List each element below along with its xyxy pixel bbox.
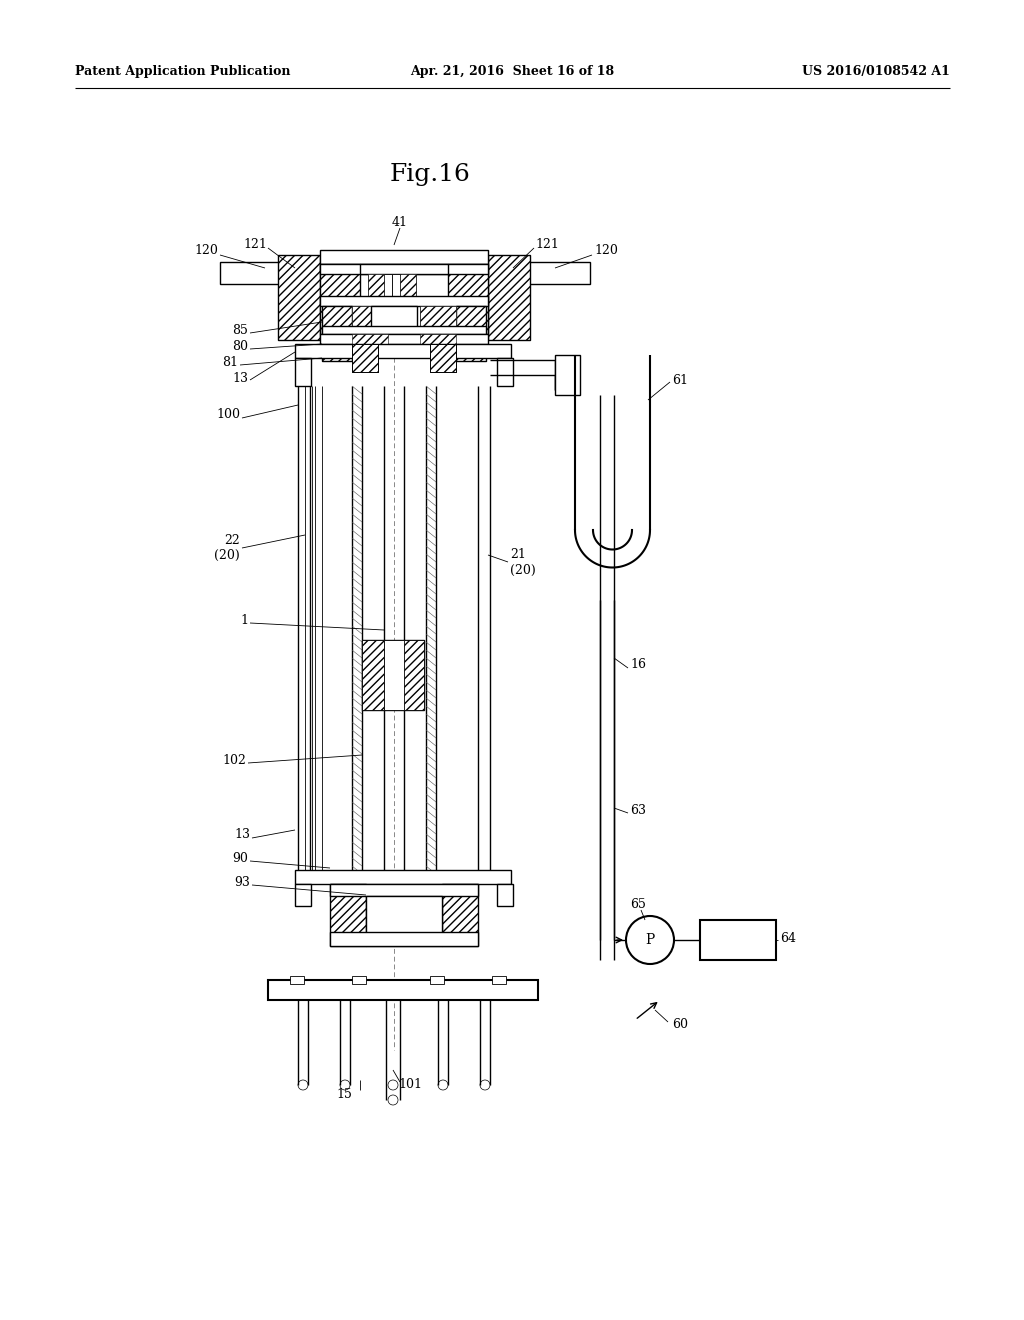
- Bar: [319, 296, 488, 306]
- Bar: [322, 326, 486, 334]
- Bar: [322, 306, 352, 360]
- Text: 60: 60: [672, 1019, 688, 1031]
- Text: 13: 13: [232, 371, 248, 384]
- Text: 93: 93: [234, 875, 250, 888]
- Bar: [490, 261, 590, 284]
- Bar: [430, 345, 456, 372]
- Bar: [366, 896, 442, 946]
- Bar: [420, 306, 456, 326]
- Bar: [322, 306, 352, 360]
- Text: (20): (20): [510, 564, 536, 577]
- Text: 121: 121: [535, 238, 559, 251]
- Bar: [442, 884, 478, 946]
- Circle shape: [388, 1096, 398, 1105]
- Bar: [402, 640, 424, 710]
- Text: 63: 63: [630, 804, 646, 817]
- Bar: [220, 261, 319, 284]
- Text: 85: 85: [232, 323, 248, 337]
- Bar: [278, 255, 319, 341]
- Circle shape: [480, 1080, 490, 1090]
- Bar: [268, 979, 538, 1001]
- Bar: [420, 306, 456, 326]
- Bar: [319, 264, 360, 334]
- Bar: [497, 884, 513, 906]
- Bar: [319, 334, 488, 345]
- Text: 41: 41: [392, 215, 408, 228]
- Text: 81: 81: [222, 355, 238, 368]
- Text: 16: 16: [630, 659, 646, 672]
- Circle shape: [340, 1080, 350, 1090]
- Bar: [384, 275, 392, 296]
- Text: 100: 100: [216, 408, 240, 421]
- Text: 120: 120: [195, 243, 218, 256]
- Text: 61: 61: [672, 374, 688, 387]
- Text: 101: 101: [398, 1078, 422, 1092]
- Bar: [352, 334, 388, 345]
- Bar: [400, 275, 416, 296]
- Text: Fig.16: Fig.16: [390, 164, 471, 186]
- Bar: [360, 264, 449, 275]
- Bar: [368, 275, 384, 296]
- Bar: [319, 264, 360, 334]
- Text: 22: 22: [224, 533, 240, 546]
- Text: Patent Application Publication: Patent Application Publication: [75, 66, 291, 78]
- Bar: [352, 306, 388, 326]
- Bar: [352, 975, 366, 983]
- Text: Apr. 21, 2016  Sheet 16 of 18: Apr. 21, 2016 Sheet 16 of 18: [410, 66, 614, 78]
- Bar: [330, 884, 366, 946]
- Bar: [555, 355, 580, 395]
- Bar: [371, 306, 417, 346]
- Text: 80: 80: [232, 339, 248, 352]
- Bar: [420, 334, 456, 345]
- Bar: [352, 345, 378, 372]
- Bar: [330, 884, 366, 946]
- Bar: [430, 345, 456, 372]
- Bar: [488, 255, 530, 341]
- Bar: [290, 975, 304, 983]
- Bar: [352, 345, 378, 372]
- Text: 102: 102: [222, 754, 246, 767]
- Bar: [497, 358, 513, 385]
- Bar: [319, 249, 488, 264]
- Bar: [400, 275, 416, 296]
- Text: 1: 1: [240, 614, 248, 627]
- Text: (20): (20): [214, 549, 240, 561]
- Bar: [456, 306, 486, 360]
- Bar: [456, 306, 486, 360]
- Bar: [700, 920, 776, 960]
- Bar: [368, 275, 384, 296]
- Bar: [295, 884, 311, 906]
- Bar: [488, 255, 530, 341]
- Bar: [319, 264, 488, 275]
- Bar: [330, 932, 478, 946]
- Bar: [362, 640, 384, 710]
- Text: 65: 65: [630, 899, 646, 912]
- Bar: [352, 306, 388, 326]
- Bar: [362, 640, 424, 710]
- Bar: [330, 884, 478, 896]
- Bar: [430, 975, 444, 983]
- Bar: [384, 640, 404, 710]
- Text: 13: 13: [234, 829, 250, 842]
- Text: US 2016/0108542 A1: US 2016/0108542 A1: [802, 66, 950, 78]
- Bar: [392, 275, 400, 296]
- Bar: [278, 255, 319, 341]
- Bar: [295, 345, 511, 358]
- Circle shape: [388, 1080, 398, 1090]
- Text: 15: 15: [336, 1089, 352, 1101]
- Text: P: P: [645, 933, 654, 946]
- Text: 64: 64: [780, 932, 796, 945]
- Bar: [492, 975, 506, 983]
- Text: 121: 121: [243, 238, 267, 251]
- Bar: [442, 884, 478, 946]
- Bar: [449, 264, 488, 334]
- Text: 120: 120: [594, 243, 617, 256]
- Bar: [295, 358, 311, 385]
- Circle shape: [298, 1080, 308, 1090]
- Text: 21: 21: [510, 549, 526, 561]
- Bar: [295, 870, 511, 884]
- Bar: [449, 264, 488, 334]
- Text: 90: 90: [232, 851, 248, 865]
- Circle shape: [438, 1080, 449, 1090]
